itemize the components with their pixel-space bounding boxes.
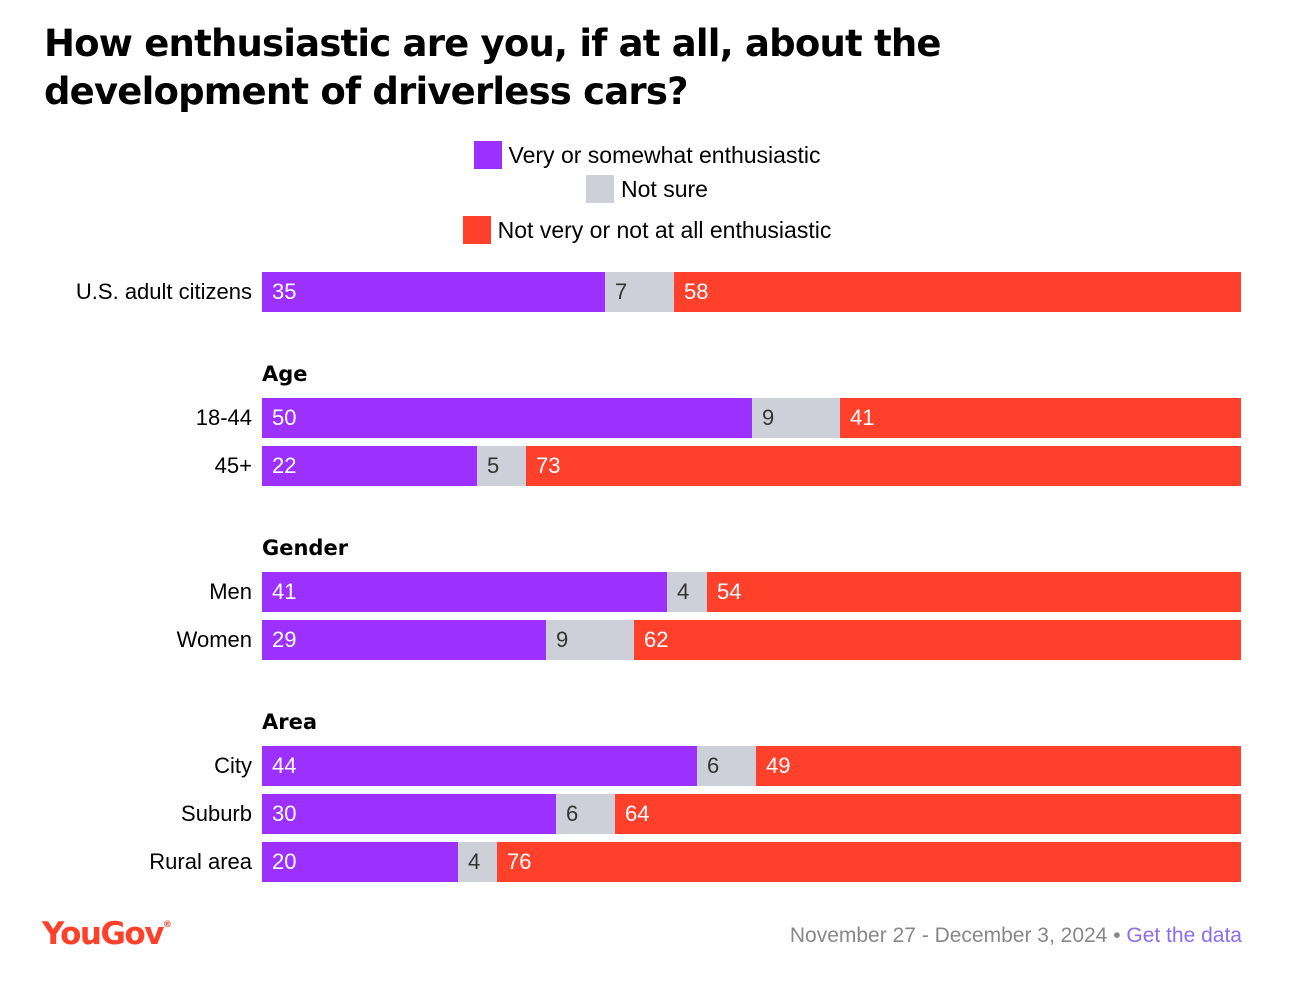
- segment-not-sure: 9: [546, 620, 634, 660]
- segment-positive: 35: [262, 272, 605, 312]
- segment-not-sure: 4: [667, 572, 707, 612]
- stacked-bar: 30 6 64: [262, 794, 1241, 834]
- row-label: Men: [209, 579, 252, 604]
- segment-not-sure: 6: [556, 794, 615, 834]
- legend-label-negative: Not very or not at all enthusiastic: [497, 216, 832, 243]
- legend-swatch-negative: [462, 216, 491, 244]
- stacked-bar: 50 9 41: [262, 398, 1241, 438]
- segment-negative: 41: [840, 398, 1241, 438]
- segment-negative: 58: [674, 272, 1241, 312]
- row-label: Women: [176, 627, 252, 652]
- get-the-data-link[interactable]: Get the data: [1126, 924, 1242, 947]
- legend-label-positive: Very or somewhat enthusiastic: [508, 141, 821, 168]
- stacked-bar: 22 5 73: [262, 446, 1241, 486]
- segment-positive: 29: [262, 620, 546, 660]
- row-label: U.S. adult citizens: [75, 279, 252, 304]
- segment-negative: 64: [615, 794, 1241, 834]
- segment-negative: 76: [497, 842, 1241, 882]
- segment-negative: 62: [634, 620, 1241, 660]
- chart-title: How enthusiastic are you, if at all, abo…: [44, 22, 942, 113]
- stacked-bar: 20 4 76: [262, 842, 1241, 882]
- legend-item-positive: Very or somewhat enthusiastic: [0, 140, 1294, 170]
- footer-separator: •: [1113, 924, 1121, 947]
- yougov-logo[interactable]: YouGov®: [42, 916, 172, 952]
- segment-positive: 30: [262, 794, 556, 834]
- segment-positive: 50: [262, 398, 752, 438]
- stacked-bar: 35 7 58: [262, 272, 1241, 312]
- row-label: Suburb: [181, 801, 252, 826]
- row-label: Rural area: [149, 849, 252, 874]
- segment-not-sure: 4: [458, 842, 497, 882]
- segment-negative: 73: [526, 446, 1241, 486]
- row-label: 45+: [214, 453, 252, 478]
- segment-positive: 44: [262, 746, 697, 786]
- footer-info: November 27 - December 3, 2024 • Get the…: [790, 924, 1242, 948]
- segment-positive: 22: [262, 446, 477, 486]
- segment-negative: 54: [707, 572, 1241, 612]
- survey-date: November 27 - December 3, 2024: [789, 924, 1108, 947]
- row-label: 18-44: [195, 405, 252, 430]
- legend-label-not-sure: Not sure: [621, 175, 708, 202]
- legend-item-not-sure: Not sure: [0, 174, 1294, 204]
- segment-negative: 49: [756, 746, 1241, 786]
- row-label: City: [214, 753, 252, 778]
- stacked-bar: 29 9 62: [262, 620, 1241, 660]
- group-heading: Gender: [262, 536, 349, 560]
- group-heading: Age: [262, 362, 308, 386]
- stacked-bar: 41 4 54: [262, 572, 1241, 612]
- segment-positive: 20: [262, 842, 458, 882]
- segment-not-sure: 7: [605, 272, 674, 312]
- group-heading: Area: [262, 710, 318, 734]
- legend-swatch-positive: [473, 141, 502, 169]
- legend-item-negative: Not very or not at all enthusiastic: [0, 215, 1294, 245]
- segment-not-sure: 6: [697, 746, 756, 786]
- segment-not-sure: 9: [752, 398, 840, 438]
- legend-swatch-not-sure: [586, 175, 615, 203]
- segment-positive: 41: [262, 572, 667, 612]
- stacked-bar: 44 6 49: [262, 746, 1241, 786]
- segment-not-sure: 5: [477, 446, 526, 486]
